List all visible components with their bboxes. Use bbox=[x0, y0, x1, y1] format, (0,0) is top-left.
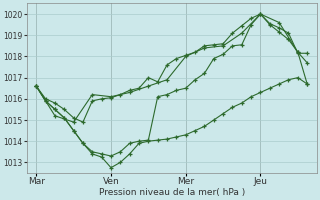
X-axis label: Pression niveau de la mer( hPa ): Pression niveau de la mer( hPa ) bbox=[99, 188, 245, 197]
